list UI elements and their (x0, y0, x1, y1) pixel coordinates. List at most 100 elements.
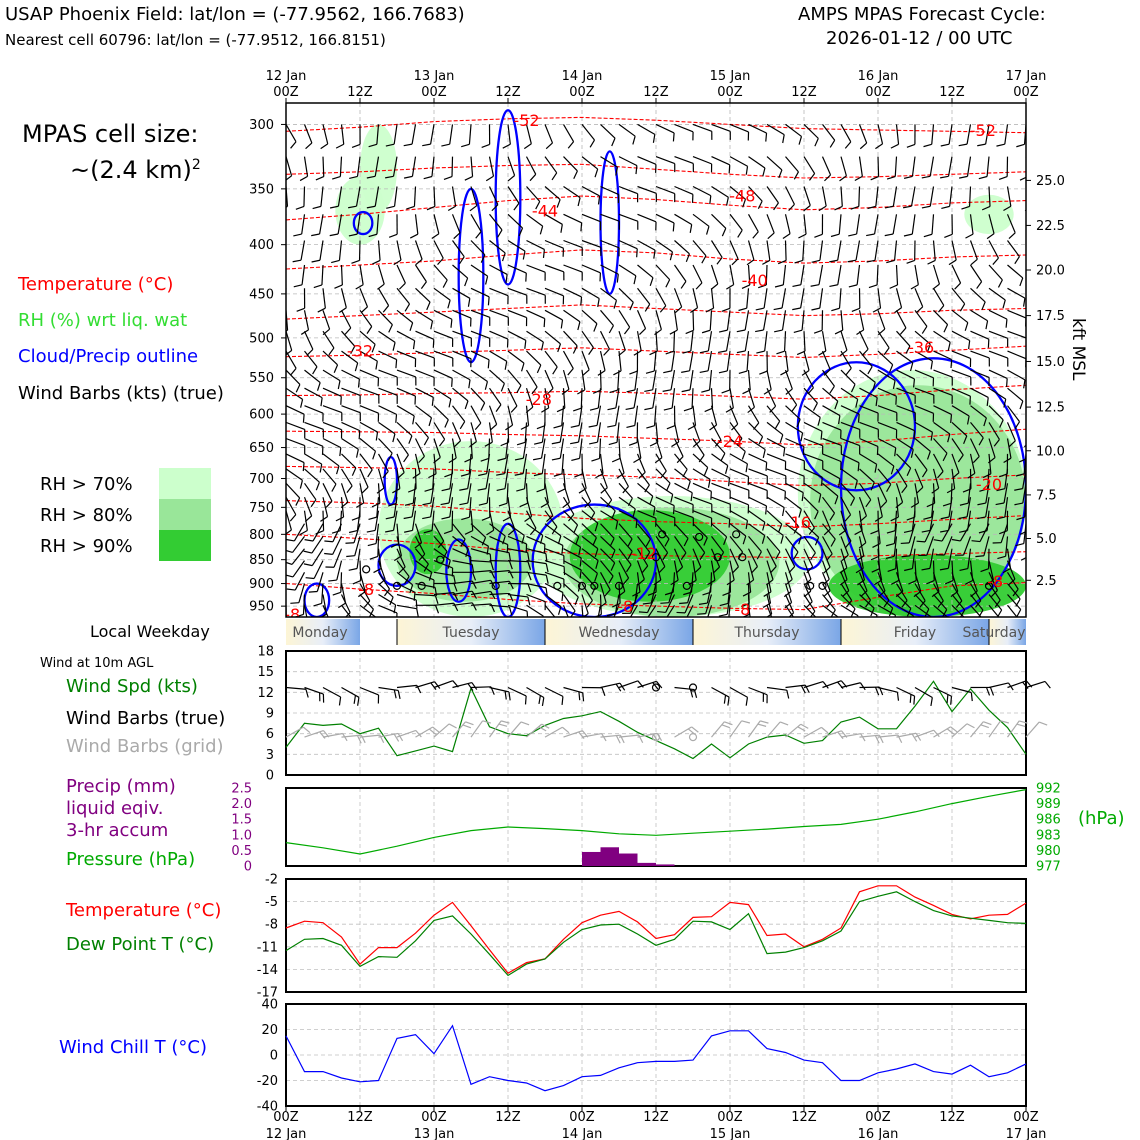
wind-barb (581, 239, 602, 256)
wind-barb-staff (415, 593, 436, 597)
wind-barb (814, 214, 824, 238)
wind-barb (452, 523, 466, 547)
wind-barb (415, 405, 433, 427)
wind-barb (414, 536, 426, 561)
wind-barb-flag (675, 566, 683, 574)
wind-barb (692, 240, 707, 264)
wind-barb-flag (883, 347, 890, 356)
wind-barb (581, 496, 596, 521)
top-axis-time: 00Z (865, 85, 891, 100)
wind-barb-staff (489, 309, 509, 318)
wind-barb-staff (692, 438, 705, 456)
wind-barb-staff (301, 264, 306, 285)
wind-barb (498, 483, 509, 507)
wind-barb-flag (302, 462, 305, 472)
wind-barb-flag (355, 284, 364, 290)
wind-barb (544, 213, 563, 233)
wind-barb-staff (486, 453, 491, 474)
wind-barb-staff (766, 405, 781, 422)
wind-barb-flag (963, 435, 968, 445)
wind-barb-flag (1016, 516, 1025, 521)
wind-barb-flag (496, 488, 506, 492)
wind-barb-flag (839, 567, 848, 574)
wind-barb-flag (829, 139, 836, 148)
wind-barb-flag (855, 399, 859, 408)
wind-barb-flag (718, 370, 728, 374)
wind-barb-staff (286, 437, 305, 447)
wind-barb-flag (418, 553, 426, 561)
wind-barb (296, 288, 306, 312)
wind-barb-staff (636, 453, 646, 473)
wind-barb (840, 536, 849, 562)
wind-barb-staff (655, 548, 666, 567)
wind-barb-flag (910, 449, 914, 458)
wind-barb-staff (322, 468, 337, 485)
wind-barb (822, 604, 839, 617)
wind-barb-staff (561, 405, 565, 426)
wind-barb (829, 264, 842, 288)
wind-barb-staff (544, 548, 565, 557)
wind-barb (692, 185, 712, 205)
wind-barb-flag (553, 473, 563, 477)
wind10m-grid-barb-flag (465, 721, 474, 726)
wind-barb (433, 387, 452, 408)
wind-barb-flag (850, 205, 859, 210)
wind-barb (396, 548, 406, 574)
wind-barb-staff (286, 468, 303, 481)
wind-barb-staff (781, 288, 787, 309)
wind-barb-flag (916, 540, 926, 543)
wind-barb (637, 482, 654, 505)
wind-barb (616, 453, 625, 479)
wind-barb (577, 370, 586, 395)
wind-barb-staff (600, 213, 620, 222)
wind-barb-staff (674, 523, 689, 539)
wind-barb (914, 350, 933, 370)
wind-barb-flag (761, 535, 766, 544)
wind-barb-flag (303, 563, 313, 567)
wind-barb-flag (985, 320, 989, 330)
calm-wind-marker (417, 581, 426, 590)
wind10m-grid-barb-staff (840, 733, 861, 738)
wind-barb-flag (782, 134, 785, 144)
wind-barb (600, 482, 613, 508)
wind-barb-staff (415, 422, 429, 439)
wind-barb (977, 497, 990, 520)
wind-barb (359, 421, 379, 441)
wind-barb (822, 482, 839, 505)
wind-barb (452, 560, 475, 573)
wind-barb-staff (803, 496, 819, 512)
wind-barb-staff (840, 604, 859, 617)
wind-barb-flag (803, 460, 805, 470)
wind-barb-flag (607, 407, 616, 411)
wind10m-barb (544, 686, 564, 705)
wind-barb-staff (896, 330, 911, 347)
wind-barb (390, 523, 400, 548)
wind-barb-staff (322, 437, 342, 449)
wind-barb (877, 387, 897, 405)
wind-barb-staff (526, 548, 547, 555)
wind-barb-flag (331, 483, 337, 492)
wind-barb-staff (818, 264, 824, 285)
wind-barb-flag (478, 502, 488, 506)
wind-barb (793, 310, 805, 333)
cell-size-label: MPAS cell size: (22, 120, 199, 148)
wind-barb (596, 605, 602, 617)
wind-barb-flag (662, 552, 669, 561)
wind-barb-flag (884, 205, 894, 209)
wind-barb-staff (489, 592, 510, 596)
wind-barb (748, 523, 766, 544)
wind-barb-staff (374, 186, 380, 207)
chill-tick-label: 20 (261, 1023, 278, 1038)
wind-barb-staff (895, 264, 899, 286)
wind-barb-staff (729, 523, 747, 537)
wind-barb (896, 421, 916, 440)
wind-barb-staff (322, 387, 342, 397)
wind-barb-staff (858, 560, 866, 581)
wind-barb-staff (766, 510, 783, 525)
wind-barb-staff (711, 523, 727, 538)
wind-barb-staff (840, 156, 847, 177)
wind-barb (618, 548, 632, 573)
wind-barb-staff (859, 421, 879, 430)
wind-barb-staff (838, 214, 842, 235)
wind-barb-flag (487, 359, 490, 369)
